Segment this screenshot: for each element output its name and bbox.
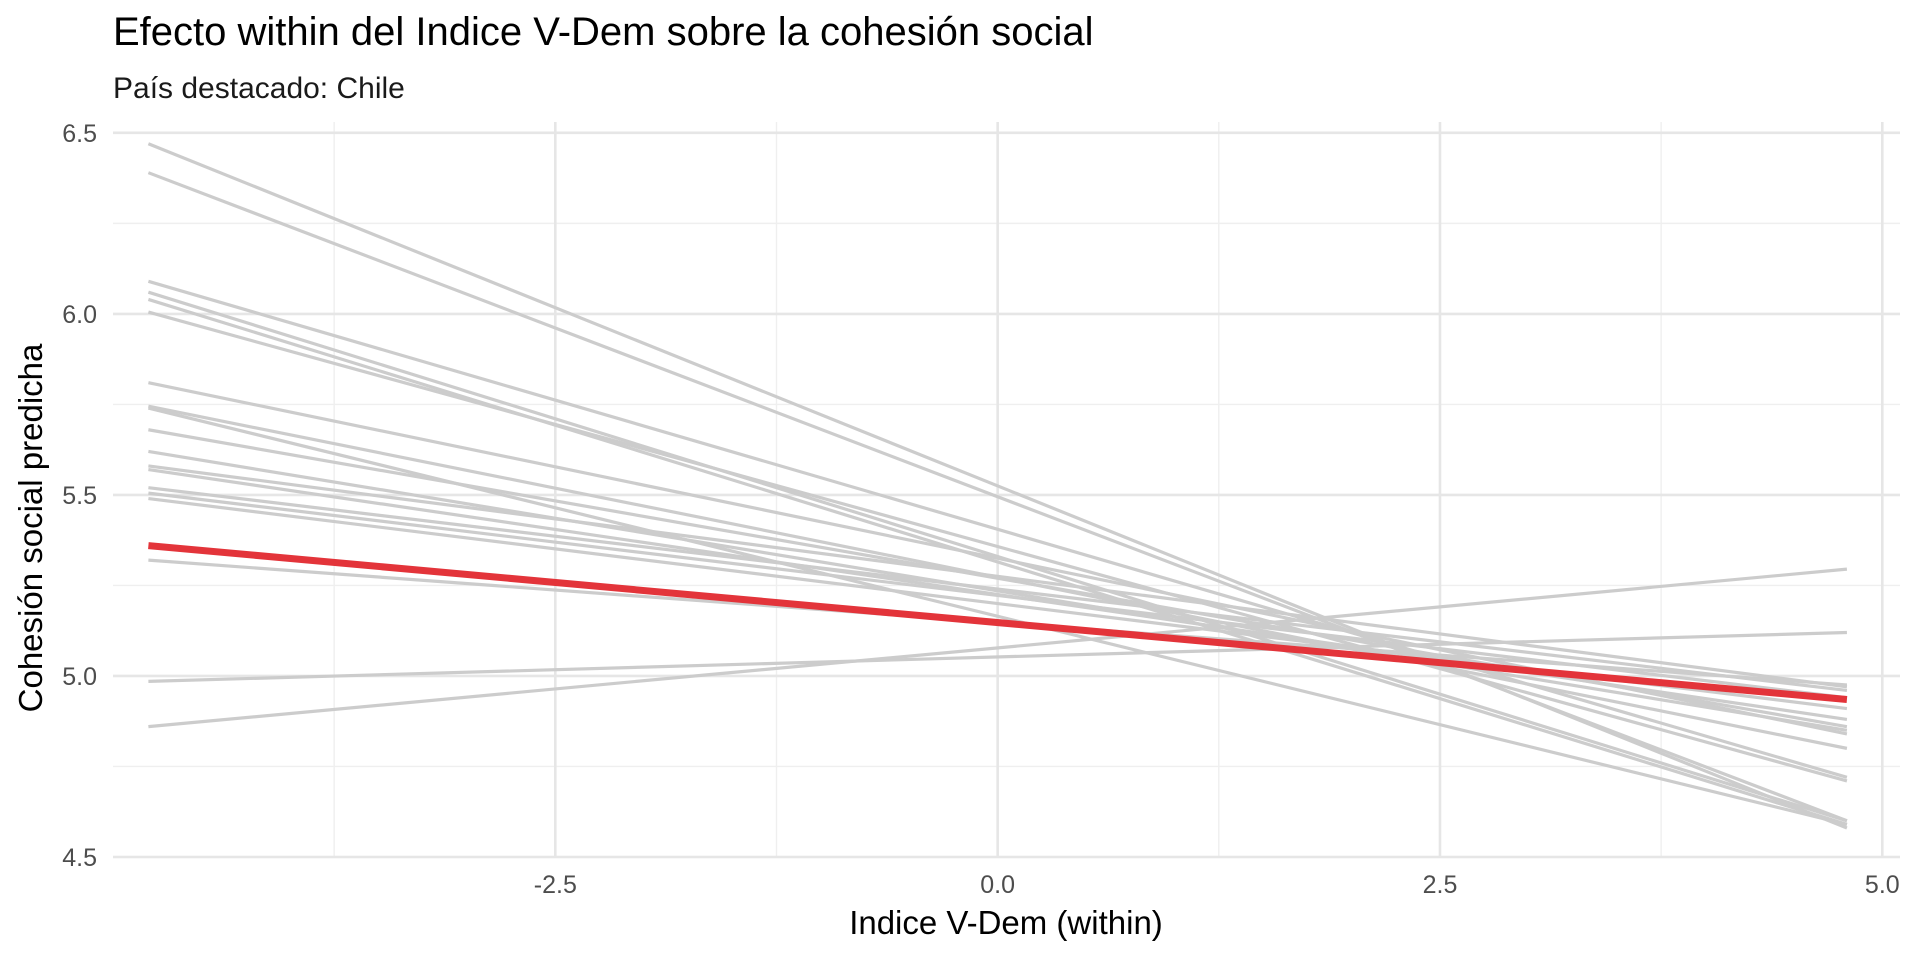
y-tick-label: 6.5 xyxy=(62,120,97,148)
y-tick-label: 5.0 xyxy=(62,663,97,691)
country-line xyxy=(147,279,1848,779)
country-line xyxy=(148,449,1848,732)
y-tick-label: 4.5 xyxy=(62,844,97,872)
x-tick-label: 0.0 xyxy=(980,871,1015,899)
highlight-line-chile xyxy=(148,542,1848,703)
x-tick-label: 2.5 xyxy=(1423,871,1458,899)
x-axis-label: Indice V-Dem (within) xyxy=(849,904,1163,941)
x-tick-label: -2.5 xyxy=(534,871,577,899)
highlight-series xyxy=(148,542,1848,703)
y-tick-label: 6.0 xyxy=(62,301,97,329)
country-line xyxy=(148,464,1848,689)
country-lines xyxy=(147,142,1848,830)
country-line xyxy=(147,310,1848,783)
country-line xyxy=(148,406,1848,826)
chart-title: Efecto within del Indice V-Dem sobre la … xyxy=(113,10,1094,54)
country-line xyxy=(147,297,1848,826)
country-line xyxy=(147,171,1848,823)
x-tick-label: 5.0 xyxy=(1865,871,1900,899)
tick-labels: -2.5 0.0 2.5 5.0 4.5 5.0 5.5 6.0 6.5 xyxy=(62,120,1899,899)
country-line xyxy=(148,567,1848,729)
y-axis-label: Cohesión social predicha xyxy=(12,343,49,712)
chart-subtitle: País destacado: Chile xyxy=(113,72,405,105)
country-line xyxy=(147,290,1848,823)
country-line xyxy=(148,486,1848,693)
y-tick-label: 5.5 xyxy=(62,482,97,510)
country-line xyxy=(148,630,1847,683)
